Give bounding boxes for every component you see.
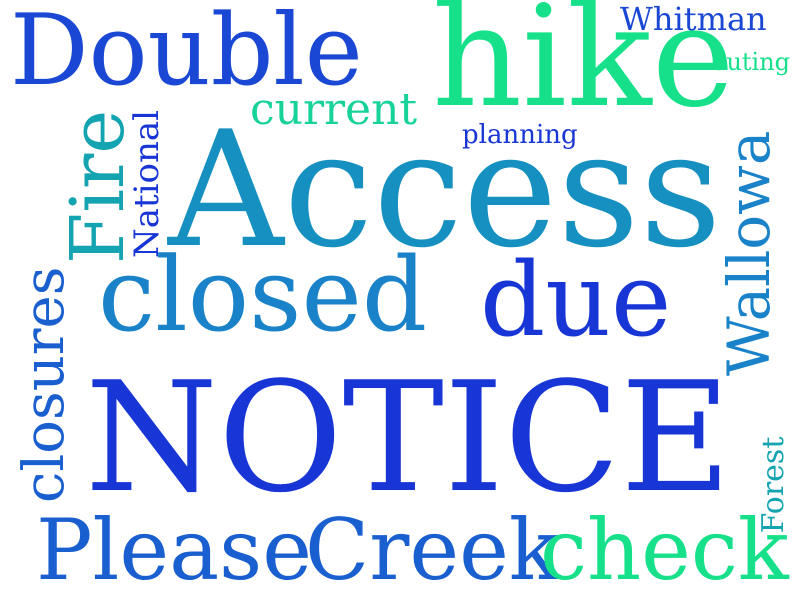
word-closures: closures xyxy=(12,266,77,503)
word-check: check xyxy=(540,501,789,599)
word-creek: Creek xyxy=(305,501,560,599)
word-fire: Fire xyxy=(55,109,141,264)
word-due: due xyxy=(480,241,672,360)
word-wallowa: Wallowa xyxy=(715,130,783,376)
word-whitman: Whitman xyxy=(620,0,767,38)
word-please: Please xyxy=(36,501,312,599)
word-hike: hike xyxy=(432,0,735,139)
word-access: Access xyxy=(168,96,722,283)
word-double: Double xyxy=(10,0,363,108)
word-planning: planning xyxy=(462,120,578,150)
word-current: current xyxy=(250,84,418,135)
word-outing: outing xyxy=(712,48,791,76)
word-notice: NOTICE xyxy=(85,349,732,526)
word-closed: closed xyxy=(98,236,428,355)
word-forest: Forest xyxy=(756,436,791,534)
word-national: National xyxy=(127,109,167,259)
